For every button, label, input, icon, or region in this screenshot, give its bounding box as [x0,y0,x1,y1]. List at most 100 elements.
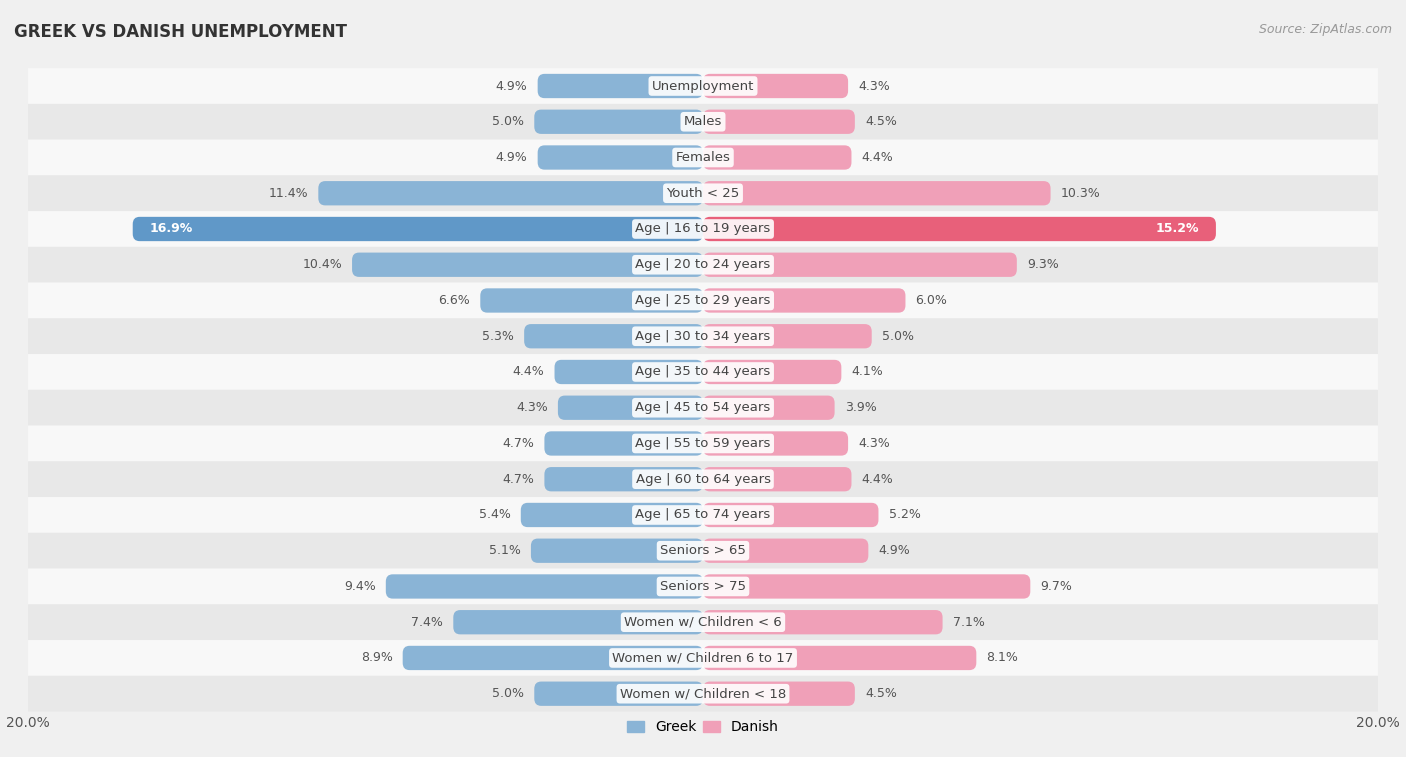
FancyBboxPatch shape [703,646,976,670]
Text: Age | 45 to 54 years: Age | 45 to 54 years [636,401,770,414]
Text: 7.4%: 7.4% [412,615,443,629]
Text: Age | 16 to 19 years: Age | 16 to 19 years [636,223,770,235]
FancyBboxPatch shape [703,575,1031,599]
Text: 4.5%: 4.5% [865,115,897,128]
FancyBboxPatch shape [28,569,1378,604]
FancyBboxPatch shape [703,181,1050,205]
Text: 4.5%: 4.5% [865,687,897,700]
Text: 4.3%: 4.3% [858,437,890,450]
Text: 6.0%: 6.0% [915,294,948,307]
FancyBboxPatch shape [531,538,703,563]
FancyBboxPatch shape [453,610,703,634]
FancyBboxPatch shape [520,503,703,527]
Text: 5.0%: 5.0% [492,687,524,700]
FancyBboxPatch shape [703,253,1017,277]
Text: Women w/ Children 6 to 17: Women w/ Children 6 to 17 [613,652,793,665]
FancyBboxPatch shape [544,467,703,491]
FancyBboxPatch shape [703,538,869,563]
FancyBboxPatch shape [703,503,879,527]
Legend: Greek, Danish: Greek, Danish [621,715,785,740]
FancyBboxPatch shape [318,181,703,205]
FancyBboxPatch shape [28,390,1378,425]
FancyBboxPatch shape [703,324,872,348]
Text: 4.4%: 4.4% [513,366,544,378]
Text: 4.9%: 4.9% [496,79,527,92]
Text: 4.4%: 4.4% [862,472,893,486]
FancyBboxPatch shape [703,681,855,706]
Text: Age | 65 to 74 years: Age | 65 to 74 years [636,509,770,522]
FancyBboxPatch shape [703,217,1216,241]
Text: 9.4%: 9.4% [344,580,375,593]
Text: 5.0%: 5.0% [492,115,524,128]
Text: 7.1%: 7.1% [953,615,984,629]
FancyBboxPatch shape [28,247,1378,282]
FancyBboxPatch shape [537,145,703,170]
Text: 4.4%: 4.4% [862,151,893,164]
Text: Males: Males [683,115,723,128]
Text: GREEK VS DANISH UNEMPLOYMENT: GREEK VS DANISH UNEMPLOYMENT [14,23,347,41]
Text: 4.9%: 4.9% [496,151,527,164]
Text: Age | 35 to 44 years: Age | 35 to 44 years [636,366,770,378]
Text: Unemployment: Unemployment [652,79,754,92]
FancyBboxPatch shape [703,396,835,420]
FancyBboxPatch shape [28,104,1378,139]
FancyBboxPatch shape [28,139,1378,176]
FancyBboxPatch shape [481,288,703,313]
FancyBboxPatch shape [703,145,852,170]
Text: 4.9%: 4.9% [879,544,910,557]
Text: Seniors > 75: Seniors > 75 [659,580,747,593]
Text: Age | 20 to 24 years: Age | 20 to 24 years [636,258,770,271]
FancyBboxPatch shape [534,110,703,134]
FancyBboxPatch shape [28,604,1378,640]
FancyBboxPatch shape [28,533,1378,569]
Text: Women w/ Children < 18: Women w/ Children < 18 [620,687,786,700]
Text: 11.4%: 11.4% [269,187,308,200]
Text: 4.1%: 4.1% [852,366,883,378]
Text: 5.0%: 5.0% [882,330,914,343]
FancyBboxPatch shape [28,425,1378,461]
FancyBboxPatch shape [703,360,841,384]
Text: Age | 30 to 34 years: Age | 30 to 34 years [636,330,770,343]
FancyBboxPatch shape [28,497,1378,533]
FancyBboxPatch shape [28,68,1378,104]
FancyBboxPatch shape [703,467,852,491]
FancyBboxPatch shape [28,319,1378,354]
FancyBboxPatch shape [28,211,1378,247]
Text: Seniors > 65: Seniors > 65 [659,544,747,557]
FancyBboxPatch shape [28,282,1378,319]
FancyBboxPatch shape [558,396,703,420]
FancyBboxPatch shape [402,646,703,670]
FancyBboxPatch shape [703,610,942,634]
FancyBboxPatch shape [534,681,703,706]
FancyBboxPatch shape [385,575,703,599]
Text: 5.4%: 5.4% [479,509,510,522]
FancyBboxPatch shape [28,676,1378,712]
Text: 5.2%: 5.2% [889,509,921,522]
FancyBboxPatch shape [703,288,905,313]
Text: Youth < 25: Youth < 25 [666,187,740,200]
FancyBboxPatch shape [28,461,1378,497]
FancyBboxPatch shape [703,74,848,98]
FancyBboxPatch shape [554,360,703,384]
FancyBboxPatch shape [544,431,703,456]
Text: 9.3%: 9.3% [1026,258,1059,271]
Text: Age | 60 to 64 years: Age | 60 to 64 years [636,472,770,486]
FancyBboxPatch shape [28,176,1378,211]
FancyBboxPatch shape [537,74,703,98]
FancyBboxPatch shape [28,354,1378,390]
Text: 4.3%: 4.3% [516,401,548,414]
Text: 5.1%: 5.1% [489,544,520,557]
Text: Age | 55 to 59 years: Age | 55 to 59 years [636,437,770,450]
Text: 9.7%: 9.7% [1040,580,1073,593]
Text: 8.9%: 8.9% [361,652,392,665]
Text: 4.7%: 4.7% [502,472,534,486]
FancyBboxPatch shape [352,253,703,277]
Text: 8.1%: 8.1% [987,652,1018,665]
Text: 4.7%: 4.7% [502,437,534,450]
Text: 4.3%: 4.3% [858,79,890,92]
Text: 15.2%: 15.2% [1156,223,1199,235]
Text: 10.3%: 10.3% [1060,187,1101,200]
Text: Age | 25 to 29 years: Age | 25 to 29 years [636,294,770,307]
FancyBboxPatch shape [524,324,703,348]
Text: 16.9%: 16.9% [149,223,193,235]
